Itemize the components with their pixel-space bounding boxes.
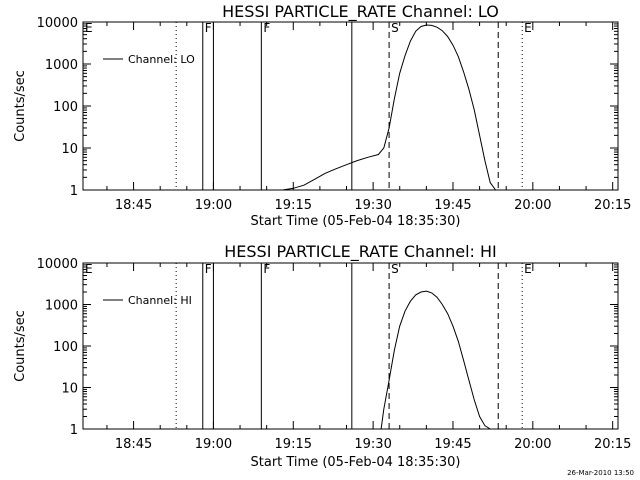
x-tick-label: 20:00 <box>514 198 551 213</box>
marker-label: F <box>205 21 212 35</box>
marker-label: F <box>205 262 212 276</box>
marker-label: E <box>85 262 93 276</box>
marker-label: E <box>85 21 93 35</box>
chart-panel-2: HESSI PARTICLE_RATE Channel: HI 1 10 100 100… <box>13 242 631 470</box>
x-tick-label: 19:00 <box>195 198 232 213</box>
x-tick-label: 19:45 <box>434 437 471 452</box>
x-tick-label: 19:15 <box>275 437 312 452</box>
x-tick-label: 19:45 <box>434 198 471 213</box>
x-tick-label: 18:45 <box>115 437 152 452</box>
x-tick-label: 19:30 <box>354 437 391 452</box>
x-tick-label: 18:45 <box>115 198 152 213</box>
marker-label: F <box>263 21 270 35</box>
marker-label: S <box>391 21 399 35</box>
plot-frame <box>82 21 619 191</box>
y-tick-label: 1 <box>70 184 78 199</box>
marker-label: S <box>391 262 399 276</box>
x-tick-label: 19:15 <box>275 198 312 213</box>
y-tick-label: 100 <box>53 100 78 115</box>
x-axis-label: Start Time (05-Feb-04 18:35:30) <box>251 214 461 229</box>
chart-title: HESSI PARTICLE_RATE Channel: LO <box>222 2 499 22</box>
legend-entry: Channel: LO <box>128 53 195 66</box>
series-line <box>380 290 491 430</box>
y-tick-label: 1000 <box>45 299 78 314</box>
x-tick-label: 20:15 <box>594 437 631 452</box>
legend-entry: Channel: HI <box>128 294 192 307</box>
x-tick-label: 19:00 <box>195 437 232 452</box>
y-tick-label: 10 <box>61 142 78 157</box>
y-tick-label: 100 <box>53 340 78 355</box>
y-tick-label: 1000 <box>45 58 78 73</box>
y-axis-label: Counts/sec <box>13 310 28 382</box>
x-tick-label: 20:15 <box>594 198 631 213</box>
series-line <box>266 24 497 191</box>
marker-label: E <box>524 262 532 276</box>
x-axis-label: Start Time (05-Feb-04 18:35:30) <box>251 455 461 470</box>
x-tick-label: 20:00 <box>514 437 551 452</box>
y-tick-label: 10000 <box>37 257 78 272</box>
marker-label: E <box>524 21 532 35</box>
y-tick-label: 10000 <box>37 16 78 31</box>
y-tick-label: 1 <box>70 423 78 438</box>
timestamp: 26-Mar-2010 13:50 <box>567 469 634 477</box>
x-tick-label: 19:30 <box>354 198 391 213</box>
plot-frame <box>82 262 619 430</box>
y-tick-label: 10 <box>61 382 78 397</box>
marker-label: F <box>263 262 270 276</box>
chart-title: HESSI PARTICLE_RATE Channel: HI <box>224 242 497 262</box>
chart-panel-1: HESSI PARTICLE_RATE Channel: LO 1 10 100 100… <box>13 2 631 229</box>
y-axis-label: Counts/sec <box>13 70 28 142</box>
